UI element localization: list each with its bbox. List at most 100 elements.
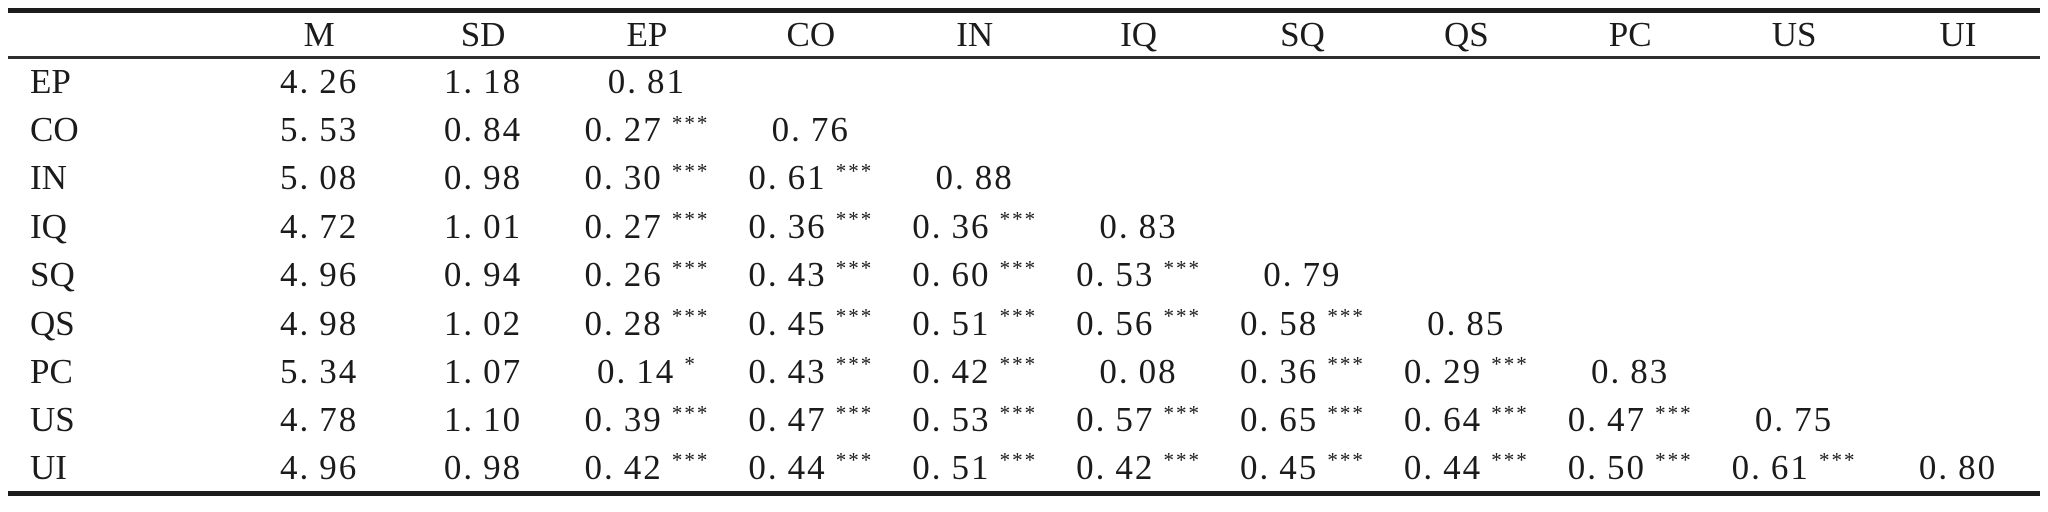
- cell-EP-EP: 0. 81: [565, 58, 729, 106]
- cell-IQ-QS-empty: [1384, 203, 1548, 251]
- table-row-UI: UI 4. 96 0. 98 0. 42 *** 0. 44 *** 0. 51 *** 0. 4…: [8, 445, 2040, 493]
- cell-US-UI-empty: [1876, 396, 2040, 444]
- cell-IQ-IQ: 0. 83: [1057, 203, 1221, 251]
- cell-IN-IQ-empty: [1057, 154, 1221, 202]
- cell-US-EP: 0. 39 ***: [565, 396, 729, 444]
- cell-value: 0. 36: [912, 206, 991, 246]
- cell-value: 0. 81: [607, 62, 687, 102]
- cell-CO-QS-empty: [1384, 106, 1548, 154]
- cell-value: 1. 07: [443, 352, 523, 392]
- cell-value: 0. 29: [1403, 352, 1483, 392]
- significance-stars: ***: [1327, 400, 1365, 425]
- cell-value: 1. 10: [443, 400, 523, 440]
- column-header-SD: SD: [460, 14, 506, 54]
- cell-value: 0. 45: [1240, 447, 1319, 487]
- cell-value: 4. 96: [280, 255, 359, 295]
- cell-US-M: 4. 78: [237, 396, 401, 444]
- row-label: UI: [30, 447, 67, 487]
- cell-EP-QS-empty: [1384, 58, 1548, 106]
- cell-IN-EP: 0. 30 ***: [565, 154, 729, 202]
- cell-value: 0. 58: [1240, 303, 1319, 343]
- cell-value: 0. 42: [912, 352, 991, 392]
- column-header-IQ: IQ: [1120, 14, 1158, 54]
- significance-stars: ***: [835, 400, 874, 425]
- corner-header: [8, 11, 237, 58]
- cell-QS-US-empty: [1712, 299, 1876, 347]
- significance-stars: ***: [835, 207, 874, 232]
- column-header-QS: QS: [1443, 14, 1489, 54]
- row-label: QS: [30, 303, 75, 343]
- cell-QS-M: 4. 98: [237, 299, 401, 347]
- cell-value: 4. 78: [280, 400, 359, 440]
- column-header-US: US: [1771, 14, 1817, 54]
- table-row-IQ: IQ 4. 72 1. 01 0. 27 *** 0. 36 *** 0. 36 *** 0. 8…: [8, 203, 2040, 251]
- significance-stars: ***: [1818, 448, 1857, 473]
- cell-value: 0. 42: [1076, 447, 1155, 487]
- cell-value: 0. 83: [1099, 206, 1178, 246]
- significance-stars: ***: [999, 304, 1038, 329]
- cell-PC-SD: 1. 07: [401, 348, 565, 396]
- cell-value: 0. 42: [584, 447, 663, 487]
- column-header-IN: IN: [956, 14, 994, 54]
- cell-EP-SQ-empty: [1221, 58, 1385, 106]
- row-label: PC: [30, 352, 73, 392]
- cell-QS-QS: 0. 85: [1384, 299, 1548, 347]
- significance-stars: ***: [999, 400, 1038, 425]
- column-header-SQ: SQ: [1280, 14, 1325, 54]
- cell-value: 0. 56: [1076, 303, 1155, 343]
- cell-value: 0. 80: [1918, 447, 1998, 487]
- cell-IN-IN: 0. 88: [893, 154, 1057, 202]
- significance-stars: ***: [671, 304, 710, 329]
- cell-SQ-IQ: 0. 53 ***: [1057, 251, 1221, 299]
- column-header-CO: CO: [786, 14, 836, 54]
- cell-UI-CO: 0. 44 ***: [729, 445, 893, 493]
- row-label: SQ: [30, 255, 75, 295]
- cell-US-US: 0. 75: [1712, 396, 1876, 444]
- cell-value: 1. 18: [443, 62, 523, 102]
- cell-value: 0. 27: [584, 206, 663, 246]
- cell-IQ-UI-empty: [1876, 203, 2040, 251]
- significance-stars: ***: [999, 448, 1038, 473]
- cell-IQ-IN: 0. 36 ***: [893, 203, 1057, 251]
- significance-stars: ***: [1163, 400, 1201, 425]
- cell-value: 0. 36: [1240, 352, 1319, 392]
- cell-value: 1. 02: [443, 303, 523, 343]
- cell-IN-M: 5. 08: [237, 154, 401, 202]
- cell-value: 0. 65: [1240, 400, 1319, 440]
- significance-stars: ***: [835, 448, 874, 473]
- cell-SQ-EP: 0. 26 ***: [565, 251, 729, 299]
- significance-stars: ***: [671, 158, 710, 183]
- significance-stars: ***: [1491, 400, 1529, 425]
- cell-QS-SD: 1. 02: [401, 299, 565, 347]
- cell-QS-PC-empty: [1548, 299, 1712, 347]
- cell-IQ-PC-empty: [1548, 203, 1712, 251]
- cell-value: 0. 44: [748, 447, 827, 487]
- cell-EP-SD: 1. 18: [401, 58, 565, 106]
- significance-stars: ***: [1327, 448, 1365, 473]
- cell-EP-CO-empty: [729, 58, 893, 106]
- significance-stars: ***: [1327, 352, 1365, 377]
- cell-PC-IN: 0. 42 ***: [893, 348, 1057, 396]
- cell-value: 0. 45: [748, 303, 827, 343]
- cell-UI-PC: 0. 50 ***: [1548, 445, 1712, 493]
- cell-value: 0. 08: [1099, 352, 1178, 392]
- cell-UI-M: 4. 96: [237, 445, 401, 493]
- cell-value: 0. 43: [748, 352, 827, 392]
- cell-PC-PC: 0. 83: [1548, 348, 1712, 396]
- cell-value: 0. 39: [584, 400, 663, 440]
- cell-SQ-PC-empty: [1548, 251, 1712, 299]
- cell-CO-PC-empty: [1548, 106, 1712, 154]
- row-label: EP: [30, 62, 71, 102]
- cell-SQ-US-empty: [1712, 251, 1876, 299]
- cell-PC-SQ: 0. 36 ***: [1221, 348, 1385, 396]
- cell-SQ-CO: 0. 43 ***: [729, 251, 893, 299]
- cell-value: 0. 83: [1591, 352, 1670, 392]
- cell-CO-EP: 0. 27 ***: [565, 106, 729, 154]
- cell-QS-UI-empty: [1876, 299, 2040, 347]
- row-label: IQ: [30, 206, 67, 246]
- cell-US-IQ: 0. 57 ***: [1057, 396, 1221, 444]
- cell-QS-SQ: 0. 58 ***: [1221, 299, 1385, 347]
- cell-value: 0. 61: [748, 158, 827, 198]
- table-row-CO: CO 5. 53 0. 84 0. 27 *** 0. 76: [8, 106, 2040, 154]
- cell-EP-IN-empty: [893, 58, 1057, 106]
